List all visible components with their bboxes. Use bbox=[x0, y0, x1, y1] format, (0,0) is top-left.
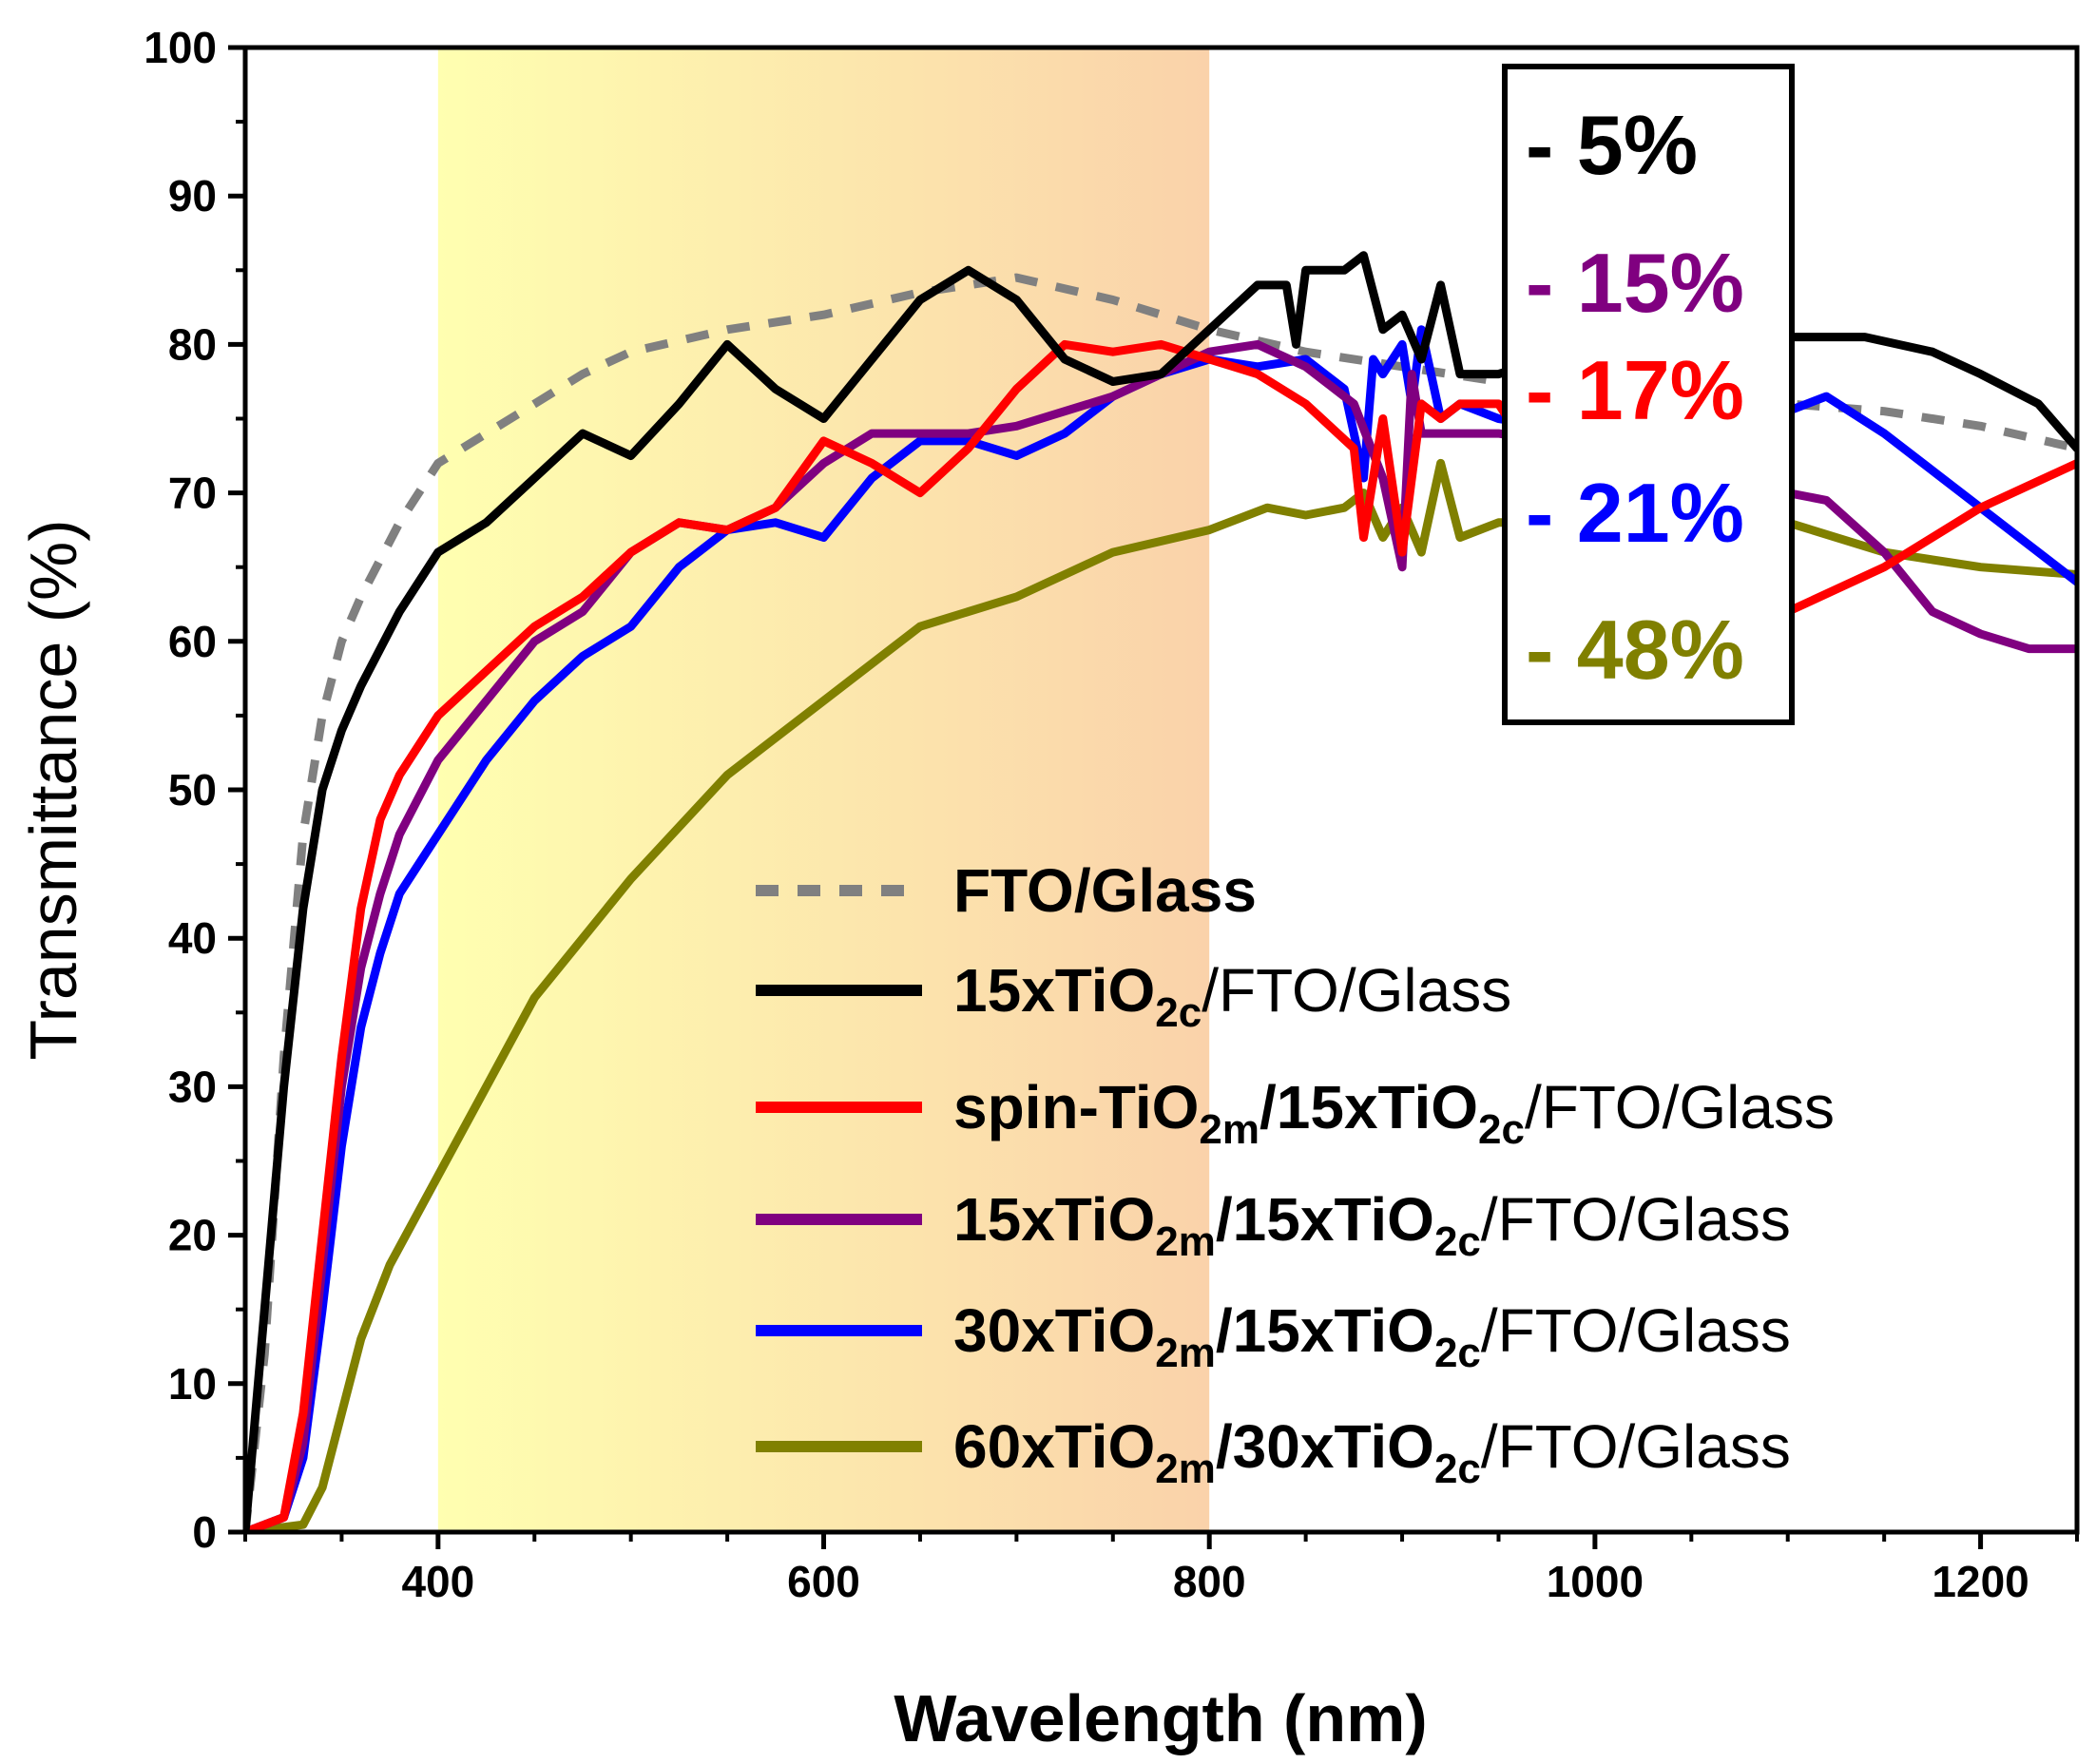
y-tick-label: 90 bbox=[168, 171, 217, 220]
legend-label: 15xTiO2c/FTO/Glass bbox=[953, 956, 1511, 1036]
y-tick-label: 80 bbox=[168, 319, 217, 369]
legend-label: FTO/Glass bbox=[953, 856, 1257, 925]
legend-label: spin-TiO2m/15xTiO2c/FTO/Glass bbox=[953, 1073, 1835, 1153]
annotation-label: - 5% bbox=[1526, 98, 1698, 192]
annotation-frame bbox=[1502, 64, 1795, 725]
y-tick-label: 50 bbox=[168, 765, 217, 815]
annotation-label: - 15% bbox=[1526, 236, 1744, 330]
y-tick-label: 40 bbox=[168, 913, 217, 963]
legend: FTO/Glass 15xTiO2c/FTO/Glass spin-TiO2m/15… bbox=[756, 856, 1835, 1492]
x-tick-label: 800 bbox=[1173, 1557, 1246, 1606]
legend-label: 30xTiO2m/15xTiO2c/FTO/Glass bbox=[953, 1296, 1791, 1376]
annotation-label: - 21% bbox=[1526, 466, 1744, 560]
x-axis-title: Wavelength (nm) bbox=[894, 1681, 1427, 1755]
y-tick-label: 30 bbox=[168, 1062, 217, 1111]
x-tick-label: 600 bbox=[787, 1557, 860, 1606]
x-tick-label: 1200 bbox=[1932, 1557, 2029, 1606]
y-tick-label: 0 bbox=[192, 1507, 217, 1557]
percentage-annotation-box: - 5% - 15% - 17% - 21% - 48% bbox=[1502, 64, 1795, 725]
visible-range-shading bbox=[437, 48, 1210, 1532]
x-tick-label: 1000 bbox=[1547, 1557, 1644, 1606]
series-line-4 bbox=[245, 325, 2077, 1532]
annotation-label: - 17% bbox=[1526, 343, 1744, 437]
legend-label: 60xTiO2m/30xTiO2c/FTO/Glass bbox=[953, 1412, 1791, 1492]
y-tick-label: 10 bbox=[168, 1359, 217, 1409]
y-tick-label: 20 bbox=[168, 1211, 217, 1260]
y-tick-label: 100 bbox=[144, 23, 217, 72]
x-tick-label: 400 bbox=[401, 1557, 474, 1606]
axis-ticks: 400 600 800 1000 1200 0 10 20 30 40 50 60 70 80 90 100 bbox=[144, 23, 2079, 1606]
y-axis-title: Transmittance (%) bbox=[16, 519, 90, 1060]
legend-label: 15xTiO2m/15xTiO2c/FTO/Glass bbox=[953, 1185, 1791, 1265]
y-tick-label: 70 bbox=[168, 469, 217, 518]
annotation-label: - 48% bbox=[1526, 603, 1744, 697]
y-tick-label: 60 bbox=[168, 617, 217, 666]
